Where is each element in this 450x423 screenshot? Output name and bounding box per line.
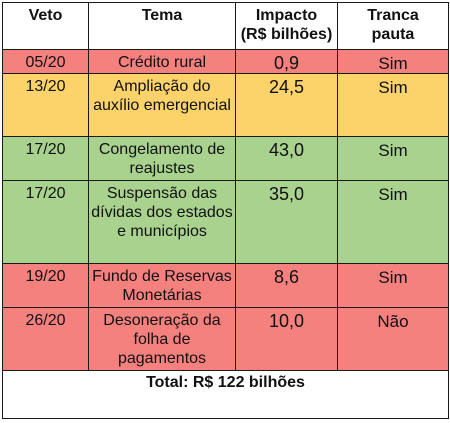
cell-tranca-pauta: Sim: [337, 136, 449, 181]
cell-veto: 17/20: [2, 136, 89, 181]
cell-tema: Crédito rural: [88, 49, 236, 74]
cell-tema: Suspensão das dívidas dos estados e muni…: [88, 180, 236, 264]
cell-veto: 13/20: [2, 73, 89, 137]
table-row: 26/20 Desoneração da folha de pagamentos…: [2, 307, 449, 371]
header-tema: Tema: [88, 2, 236, 50]
cell-impacto: 35,0: [235, 180, 338, 264]
cell-tranca-pauta: Sim: [337, 49, 449, 74]
total-row: Total: R$ 122 bilhões: [2, 370, 449, 419]
table-row: 13/20 Ampliação do auxílio emergencial 2…: [2, 73, 449, 137]
header-veto: Veto: [2, 2, 89, 50]
cell-tema: Congelamento de reajustes: [88, 136, 236, 181]
cell-tranca-pauta: Sim: [337, 73, 449, 137]
cell-tema: Desoneração da folha de pagamentos: [88, 307, 236, 371]
cell-impacto: 10,0: [235, 307, 338, 371]
total-cell: Total: R$ 122 bilhões: [2, 370, 449, 419]
cell-tranca-pauta: Sim: [337, 263, 449, 308]
header-row: Veto Tema Impacto (R$ bilhões) Tranca pa…: [2, 2, 449, 50]
cell-veto: 26/20: [2, 307, 89, 371]
cell-veto: 19/20: [2, 263, 89, 308]
cell-tema: Fundo de Reservas Monetárias: [88, 263, 236, 308]
table-row: 17/20 Congelamento de reajustes 43,0 Sim: [2, 136, 449, 181]
cell-impacto: 8,6: [235, 263, 338, 308]
cell-tema: Ampliação do auxílio emergencial: [88, 73, 236, 137]
cell-veto: 05/20: [2, 49, 89, 74]
header-impacto: Impacto (R$ bilhões): [235, 2, 338, 50]
vetoes-table: Veto Tema Impacto (R$ bilhões) Tranca pa…: [2, 2, 449, 419]
header-tranca-pauta: Tranca pauta: [337, 2, 449, 50]
cell-tranca-pauta: Sim: [337, 180, 449, 264]
cell-impacto: 43,0: [235, 136, 338, 181]
table-row: 17/20 Suspensão das dívidas dos estados …: [2, 180, 449, 264]
cell-veto: 17/20: [2, 180, 89, 264]
cell-tranca-pauta: Não: [337, 307, 449, 371]
cell-impacto: 24,5: [235, 73, 338, 137]
table-row: 19/20 Fundo de Reservas Monetárias 8,6 S…: [2, 263, 449, 308]
cell-impacto: 0,9: [235, 49, 338, 74]
table-row: 05/20 Crédito rural 0,9 Sim: [2, 49, 449, 74]
